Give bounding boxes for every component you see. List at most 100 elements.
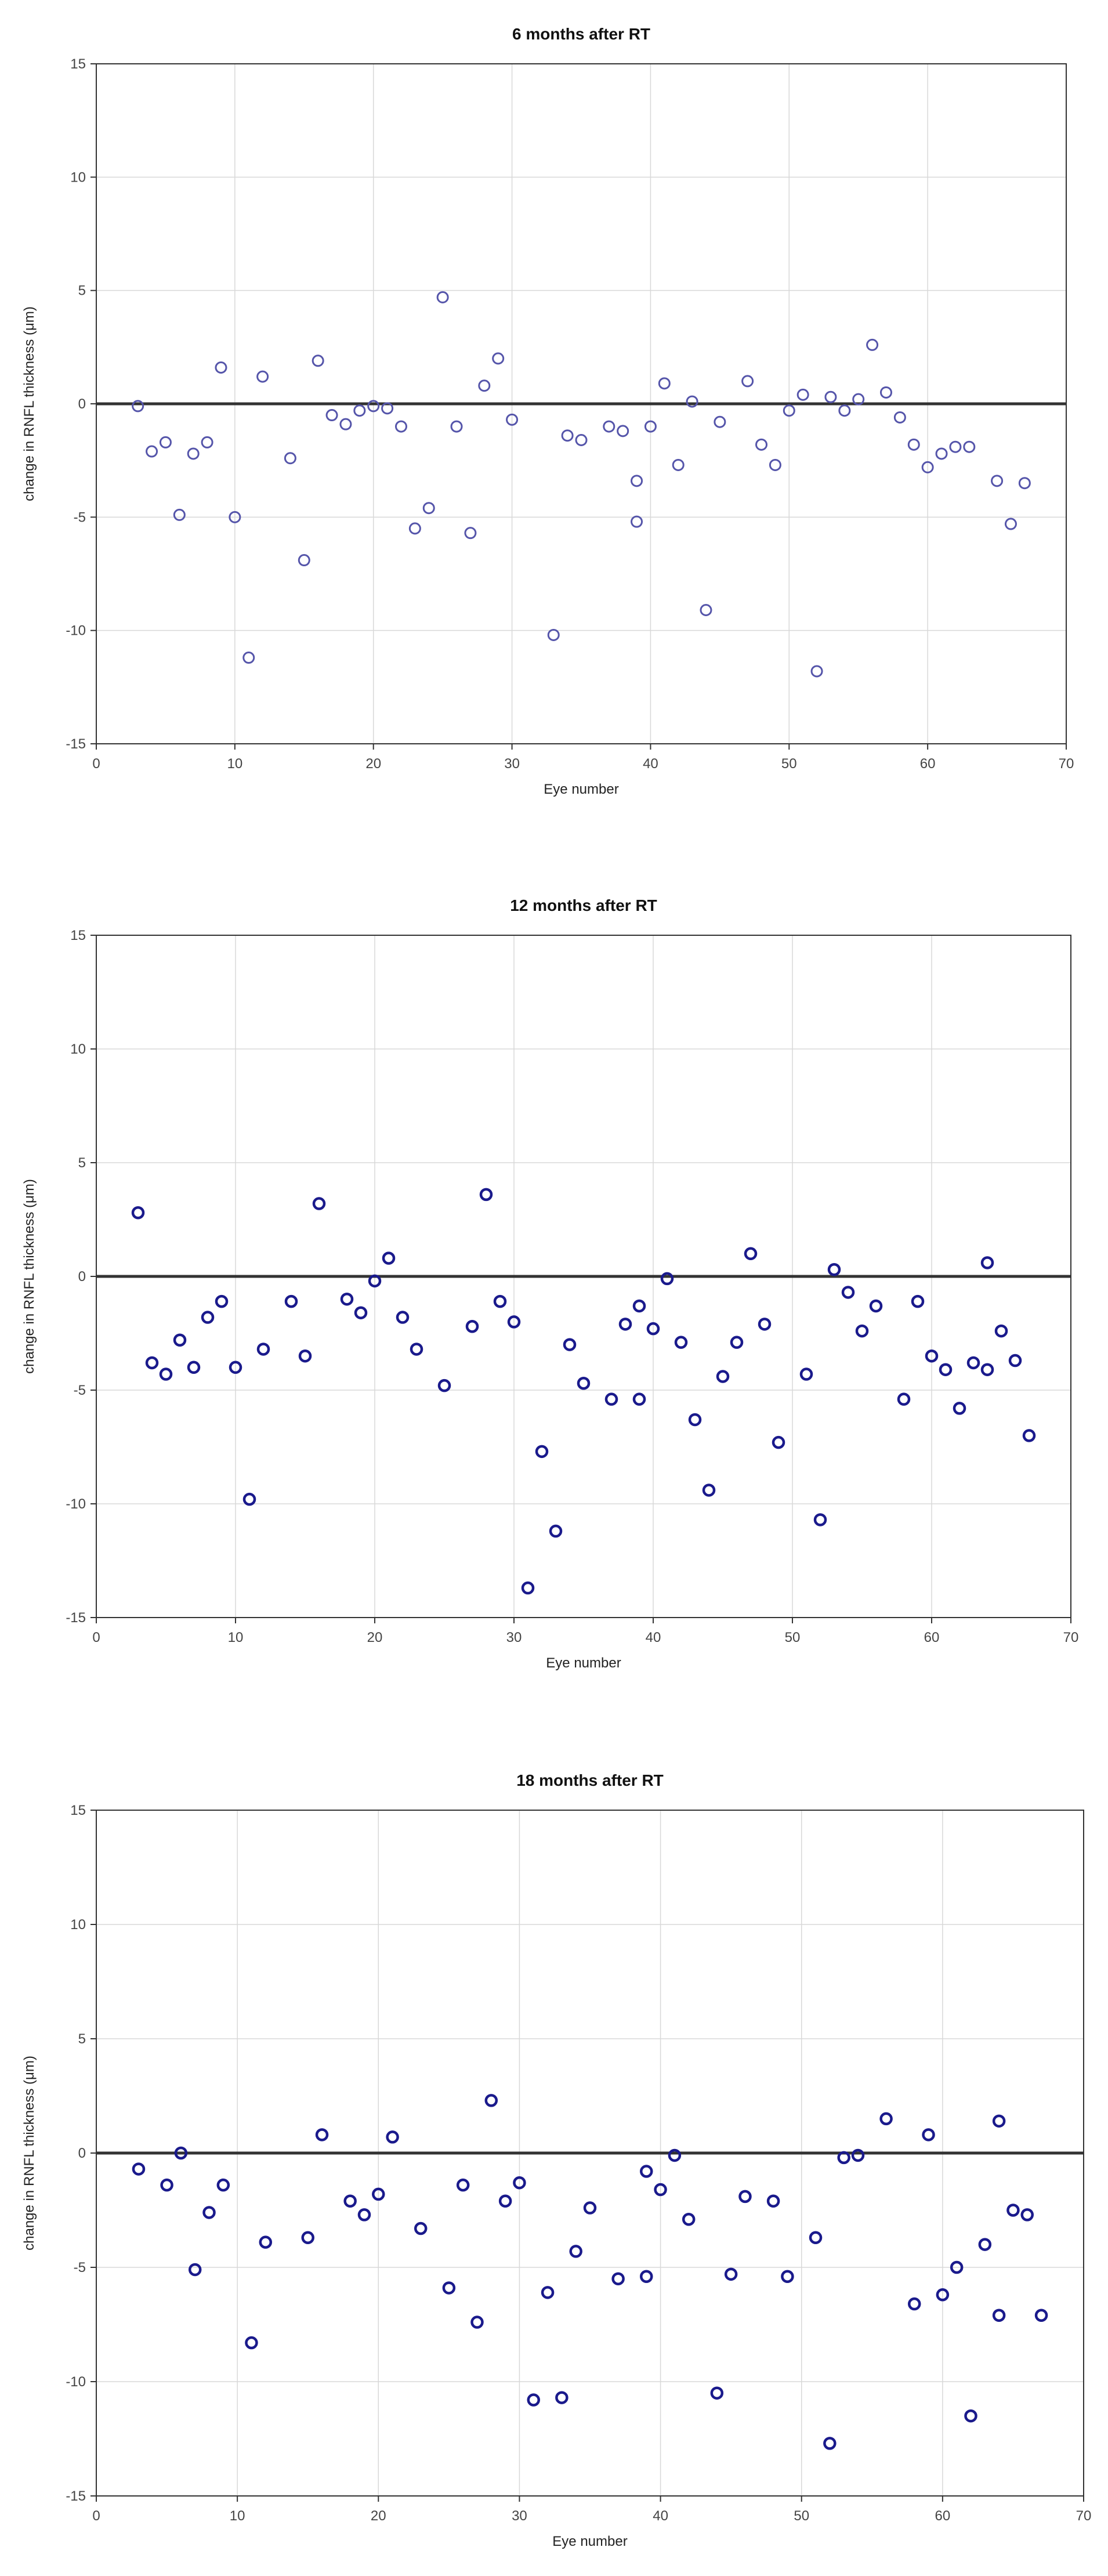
data-point — [245, 2336, 258, 2350]
y-tick-label: -5 — [74, 2260, 86, 2275]
data-point — [1018, 477, 1031, 490]
y-axis-label: change in RNFL thickness (μm) — [21, 2056, 37, 2251]
data-point — [632, 1299, 646, 1313]
data-point — [312, 354, 324, 367]
data-point — [991, 475, 1004, 487]
y-tick-label: -5 — [74, 509, 86, 525]
chart-title: 6 months after RT — [512, 25, 650, 43]
data-point — [604, 1392, 618, 1406]
data-point — [368, 1274, 382, 1288]
data-point — [527, 2393, 540, 2407]
data-point — [631, 515, 643, 528]
chart-panel-1: 6 months after RT0 10 20 30 40 50 60 70151050-5… — [21, 25, 1074, 797]
y-tick-label: 10 — [70, 169, 86, 185]
data-point — [688, 1413, 702, 1427]
data-point — [132, 2162, 146, 2176]
y-tick-label: 5 — [78, 283, 86, 299]
y-tick-label: -15 — [66, 1610, 86, 1626]
x-axis-label: Eye number — [552, 2534, 627, 2549]
data-point — [493, 1294, 507, 1308]
data-point — [879, 2112, 893, 2126]
data-points — [132, 291, 1031, 678]
x-tick-label: 50 — [785, 1630, 801, 1645]
data-point — [555, 2391, 569, 2404]
data-point — [354, 1306, 368, 1319]
data-point — [173, 508, 186, 521]
data-point — [936, 2288, 950, 2302]
data-point — [992, 2114, 1006, 2128]
data-point — [145, 1356, 159, 1370]
data-point — [824, 390, 837, 403]
data-point — [188, 2263, 202, 2277]
data-point — [841, 1286, 855, 1299]
data-point — [640, 2165, 653, 2178]
data-point — [724, 2267, 738, 2281]
data-point — [810, 665, 823, 678]
data-point — [410, 1343, 423, 1356]
y-tick-label: 5 — [78, 1155, 86, 1171]
data-point — [242, 652, 255, 664]
y-tick-label: 10 — [70, 1917, 86, 1933]
data-point — [866, 338, 879, 351]
x-tick-label: 40 — [653, 2508, 668, 2524]
data-point — [660, 1272, 674, 1286]
data-point — [174, 2146, 188, 2160]
data-point — [644, 420, 657, 433]
data-point — [216, 2178, 230, 2192]
x-tick-label: 10 — [228, 1630, 244, 1645]
data-point — [386, 2130, 399, 2144]
data-point — [187, 1361, 201, 1374]
data-point — [799, 1367, 813, 1381]
data-point — [408, 522, 421, 535]
data-point — [301, 2231, 314, 2245]
data-point — [381, 402, 394, 415]
y-axis-label: change in RNFL thickness (μm) — [21, 1179, 37, 1374]
chart-title: 12 months after RT — [510, 896, 657, 914]
data-point — [229, 511, 241, 523]
data-point — [506, 413, 519, 426]
data-point — [646, 1322, 660, 1336]
x-tick-label: 60 — [935, 2508, 951, 2524]
data-point — [827, 1262, 841, 1276]
data-point — [617, 425, 629, 437]
x-tick-label: 60 — [920, 756, 936, 772]
data-point — [978, 2238, 992, 2251]
data-point — [783, 404, 795, 417]
x-tick-label: 50 — [794, 2508, 809, 2524]
data-point — [837, 2151, 850, 2165]
data-point — [563, 1338, 577, 1351]
y-tick-label: 15 — [70, 56, 86, 72]
data-point — [897, 1392, 911, 1406]
x-tick-label: 0 — [92, 1630, 100, 1645]
data-point — [769, 458, 781, 471]
data-point — [394, 420, 407, 433]
data-point — [256, 1343, 270, 1356]
data-point — [716, 1370, 730, 1383]
data-point — [611, 2272, 625, 2285]
data-point — [710, 2386, 724, 2400]
data-point — [367, 400, 380, 413]
x-tick-label: 0 — [92, 2508, 100, 2524]
data-point — [631, 475, 643, 487]
y-tick-label: -15 — [66, 736, 86, 752]
data-point — [682, 2213, 696, 2226]
data-point — [561, 429, 574, 442]
data-point — [470, 2315, 484, 2329]
y-tick-label: 0 — [78, 2146, 86, 2161]
data-point — [437, 1379, 451, 1392]
data-point — [668, 2148, 682, 2162]
y-tick-label: -10 — [66, 1496, 86, 1512]
data-point — [436, 291, 449, 303]
y-tick-label: 0 — [78, 1269, 86, 1285]
data-point — [672, 458, 685, 471]
y-tick-label: -15 — [66, 2488, 86, 2504]
x-tick-label: 40 — [646, 1630, 661, 1645]
data-point — [298, 1349, 312, 1363]
data-point — [994, 1324, 1008, 1338]
data-point — [741, 375, 754, 388]
data-point — [583, 2201, 597, 2215]
data-point — [187, 447, 200, 460]
x-tick-label: 40 — [643, 756, 658, 772]
chart-title: 18 months after RT — [516, 1771, 664, 1789]
